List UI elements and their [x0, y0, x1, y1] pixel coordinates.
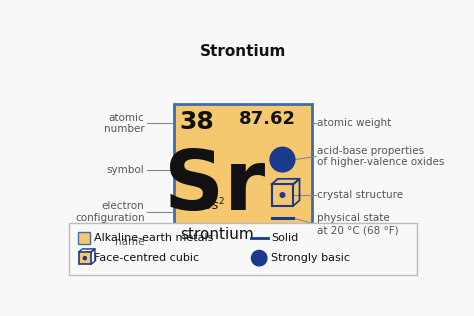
Text: Sr: Sr: [164, 147, 265, 228]
Circle shape: [270, 147, 295, 172]
Text: Solid: Solid: [271, 233, 298, 243]
Text: electron
configuration: electron configuration: [75, 201, 145, 223]
Circle shape: [280, 193, 285, 197]
Text: 38: 38: [179, 110, 214, 134]
Text: Strontium: Strontium: [200, 44, 286, 59]
Bar: [78, 232, 90, 244]
Bar: [174, 104, 312, 254]
Text: acid-base properties
of higher-valence oxides: acid-base properties of higher-valence o…: [317, 146, 444, 167]
Text: Strongly basic: Strongly basic: [271, 253, 350, 263]
Text: $[Kr]5s^2$: $[Kr]5s^2$: [180, 197, 225, 214]
Text: 87.62: 87.62: [239, 110, 296, 128]
Bar: [272, 184, 293, 206]
Text: physical state
at 20 °C (68 °F): physical state at 20 °C (68 °F): [317, 214, 398, 235]
Text: crystal structure: crystal structure: [317, 190, 403, 200]
Text: Face-centred cubic: Face-centred cubic: [94, 253, 199, 263]
Circle shape: [251, 251, 267, 266]
Circle shape: [83, 257, 86, 260]
Bar: [79, 252, 91, 264]
Text: Alkaline-earth metals: Alkaline-earth metals: [94, 233, 213, 243]
Text: atomic weight: atomic weight: [317, 118, 391, 128]
Text: strontium: strontium: [180, 227, 254, 242]
Text: symbol: symbol: [107, 165, 145, 174]
Bar: [69, 223, 417, 275]
Text: name: name: [115, 237, 145, 247]
Text: atomic
number: atomic number: [104, 112, 145, 134]
